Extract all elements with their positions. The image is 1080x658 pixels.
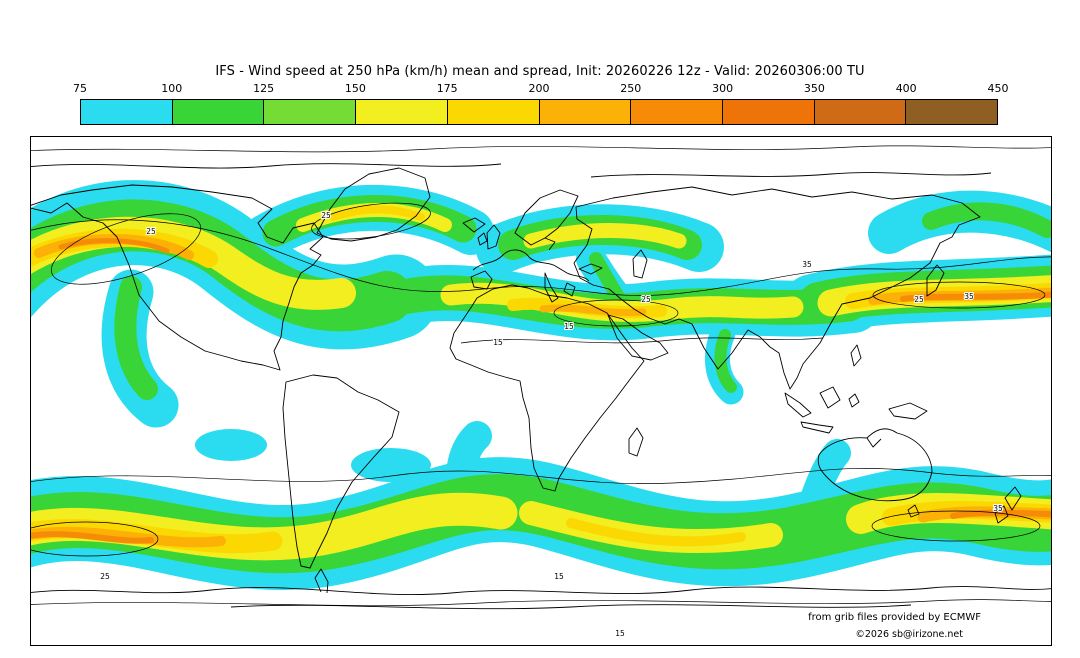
- coastlines: [31, 163, 1051, 610]
- map-panel: 25 25 35 25 25 35 15 15 25 35 15 15 from…: [30, 136, 1052, 646]
- credit-copyright: ©2026 sb@irizone.net: [855, 629, 963, 640]
- colorbar-tick-label: 450: [987, 82, 1009, 95]
- contour-label: 25: [146, 227, 156, 236]
- colorbar-container: 75 100 125 150 175 200 250 300 350 400 450: [73, 82, 1009, 125]
- colorbar-segment: [906, 100, 998, 124]
- colorbar-segment: [356, 100, 448, 124]
- colorbar-segment: [172, 100, 265, 124]
- colorbar-segment: [264, 100, 357, 124]
- contour-labels: 25 25 35 25 25 35 15 15 25 35 15 15: [99, 210, 1004, 639]
- contour-label: 25: [641, 295, 651, 304]
- colorbar-ticks: 75 100 125 150 175 200 250 300 350 400 450: [73, 82, 1009, 96]
- contour-label: 15: [493, 338, 503, 347]
- colorbar-tick-label: 250: [620, 82, 642, 95]
- chart-title: IFS - Wind speed at 250 hPa (km/h) mean …: [215, 64, 865, 79]
- colorbar-tick-label: 400: [895, 82, 917, 95]
- colorbar-segment: [722, 100, 815, 124]
- credit-ecmwf: from grib files provided by ECMWF: [808, 612, 981, 623]
- colorbar-tick-label: 75: [73, 82, 87, 95]
- colorbar-segment: [539, 100, 632, 124]
- colorbar-tick-label: 350: [803, 82, 825, 95]
- colorbar-tick-label: 300: [712, 82, 734, 95]
- world-map: 25 25 35 25 25 35 15 15 25 35 15 15: [31, 145, 1051, 639]
- colorbar-tick-label: 200: [528, 82, 550, 95]
- colorbar: [80, 99, 998, 125]
- contour-label: 25: [914, 295, 924, 304]
- contour-label: 35: [993, 504, 1003, 513]
- contour-label: 25: [321, 211, 331, 220]
- contour-label: 15: [554, 572, 564, 581]
- colorbar-tick-label: 150: [344, 82, 366, 95]
- colorbar-segment: [447, 100, 540, 124]
- colorbar-segment: [814, 100, 907, 124]
- colorbar-tick-label: 175: [436, 82, 458, 95]
- colorbar-tick-label: 125: [253, 82, 275, 95]
- contour-label: 25: [100, 572, 110, 581]
- contour-label: 35: [802, 260, 812, 269]
- wind-speed-bands: [31, 180, 1051, 591]
- contour-label: 15: [564, 322, 574, 331]
- colorbar-tick-label: 100: [161, 82, 183, 95]
- contour-label: 35: [964, 292, 974, 301]
- colorbar-segment: [81, 100, 173, 124]
- contour-label: 15: [615, 629, 625, 638]
- spread-contours: [31, 145, 1051, 606]
- colorbar-segment: [631, 100, 723, 124]
